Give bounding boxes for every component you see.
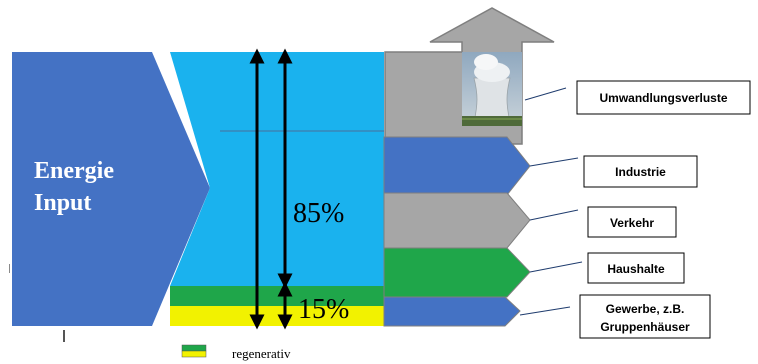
- label-box-industrie: Industrie: [583, 155, 698, 188]
- connector-industrie: [529, 157, 579, 167]
- fossil-percentage: 85%: [293, 198, 344, 229]
- energy-input-label-line2: Input: [34, 190, 91, 216]
- label-verkehr: Verkehr: [610, 216, 654, 230]
- renewable-percentage: 15%: [298, 294, 349, 325]
- legend-swatch-yellow: [181, 350, 207, 358]
- legend-renewable: regenerativ: [181, 344, 291, 361]
- label-box-haushalte: Haushalte: [587, 252, 685, 284]
- stray-mark-1: [9, 264, 10, 273]
- connector-gewerbe: [519, 306, 571, 316]
- legend-label: regenerativ: [232, 346, 291, 361]
- output-arrow-industrie: [383, 136, 531, 196]
- renewable-yellow-strip: [170, 306, 384, 326]
- output-arrow-verkehr: [383, 192, 531, 249]
- label-box-verkehr: Verkehr: [587, 206, 677, 238]
- label-box-gewerbe: Gewerbe, z.B. Gruppenhäuser: [579, 294, 711, 339]
- renewable-green-strip: [170, 286, 384, 306]
- label-industrie: Industrie: [615, 165, 666, 179]
- energy-input-label-line1: Energie: [34, 158, 114, 184]
- connector-umwandlungsverluste: [524, 87, 567, 101]
- label-umwandlungsverluste: Umwandlungsverluste: [599, 91, 727, 105]
- label-box-umwandlungsverluste: Umwandlungsverluste: [576, 80, 751, 115]
- fossil-energy-block: [170, 52, 384, 286]
- label-gewerbe-line1: Gewerbe, z.B.: [606, 302, 685, 316]
- stray-mark-2: [63, 330, 65, 342]
- output-arrow-haushalte: [383, 247, 531, 298]
- legend-swatch-green: [181, 344, 207, 352]
- label-haushalte: Haushalte: [607, 262, 665, 276]
- connector-haushalte: [529, 261, 583, 273]
- energy-input-arrow: [12, 52, 210, 326]
- connector-verkehr: [529, 209, 579, 221]
- output-arrow-gewerbe: [383, 296, 521, 327]
- cooling-tower-image: [462, 52, 522, 126]
- label-gewerbe-line2: Gruppenhäuser: [600, 320, 690, 334]
